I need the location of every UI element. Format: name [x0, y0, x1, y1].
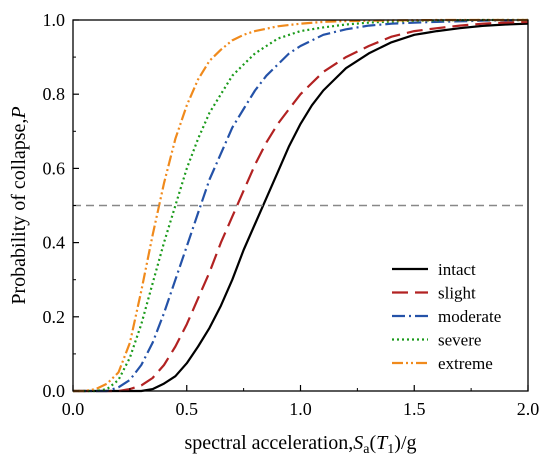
y-tick-label: 0.8 [43, 84, 66, 104]
legend-label-intact: intact [438, 260, 476, 279]
x-axis-label-main: spectral acceleration, [184, 432, 353, 454]
y-axis-label-main: Probability of collapse, [8, 119, 30, 305]
y-tick-label: 0.0 [43, 381, 66, 401]
series-line-severe [73, 18, 528, 393]
x-axis-label-open: ( [369, 432, 376, 454]
legend: intact slight moderate severe extreme [392, 260, 501, 373]
series-line-intact [73, 22, 529, 393]
series-layer [73, 18, 529, 393]
x-axis-label-sub: a [363, 442, 370, 457]
y-tick-label: 0.2 [43, 307, 66, 327]
x-axis-label-var: S [353, 432, 363, 454]
y-tick-label: 0.4 [43, 233, 66, 253]
legend-label-extreme: extreme [438, 354, 493, 373]
series-line-extreme [73, 18, 528, 393]
x-axis-label-sub2: 1 [387, 442, 394, 457]
series-line-moderate [73, 18, 529, 393]
x-tick-label: 0.5 [176, 399, 199, 419]
x-tick-label: 1.0 [289, 399, 312, 419]
legend-label-slight: slight [438, 284, 476, 303]
x-tick-label: 2.0 [517, 399, 540, 419]
x-tick-label: 1.5 [403, 399, 426, 419]
x-tick-label: 0.0 [62, 399, 85, 419]
series-line-slight [73, 20, 529, 393]
y-tick-label: 1.0 [43, 10, 66, 30]
legend-label-severe: severe [438, 331, 481, 350]
y-axis-label-var: P [8, 106, 30, 119]
x-axis-label-close: )/g [394, 432, 416, 454]
y-axis-label: Probability of collapse,P [8, 106, 30, 304]
plot-area-frame [72, 19, 529, 392]
y-tick-label: 0.6 [43, 158, 66, 178]
x-axis-label-var2: T [376, 432, 389, 454]
legend-label-moderate: moderate [438, 307, 501, 326]
x-axis-label: spectral acceleration,Sa(T1)/g [184, 432, 416, 457]
